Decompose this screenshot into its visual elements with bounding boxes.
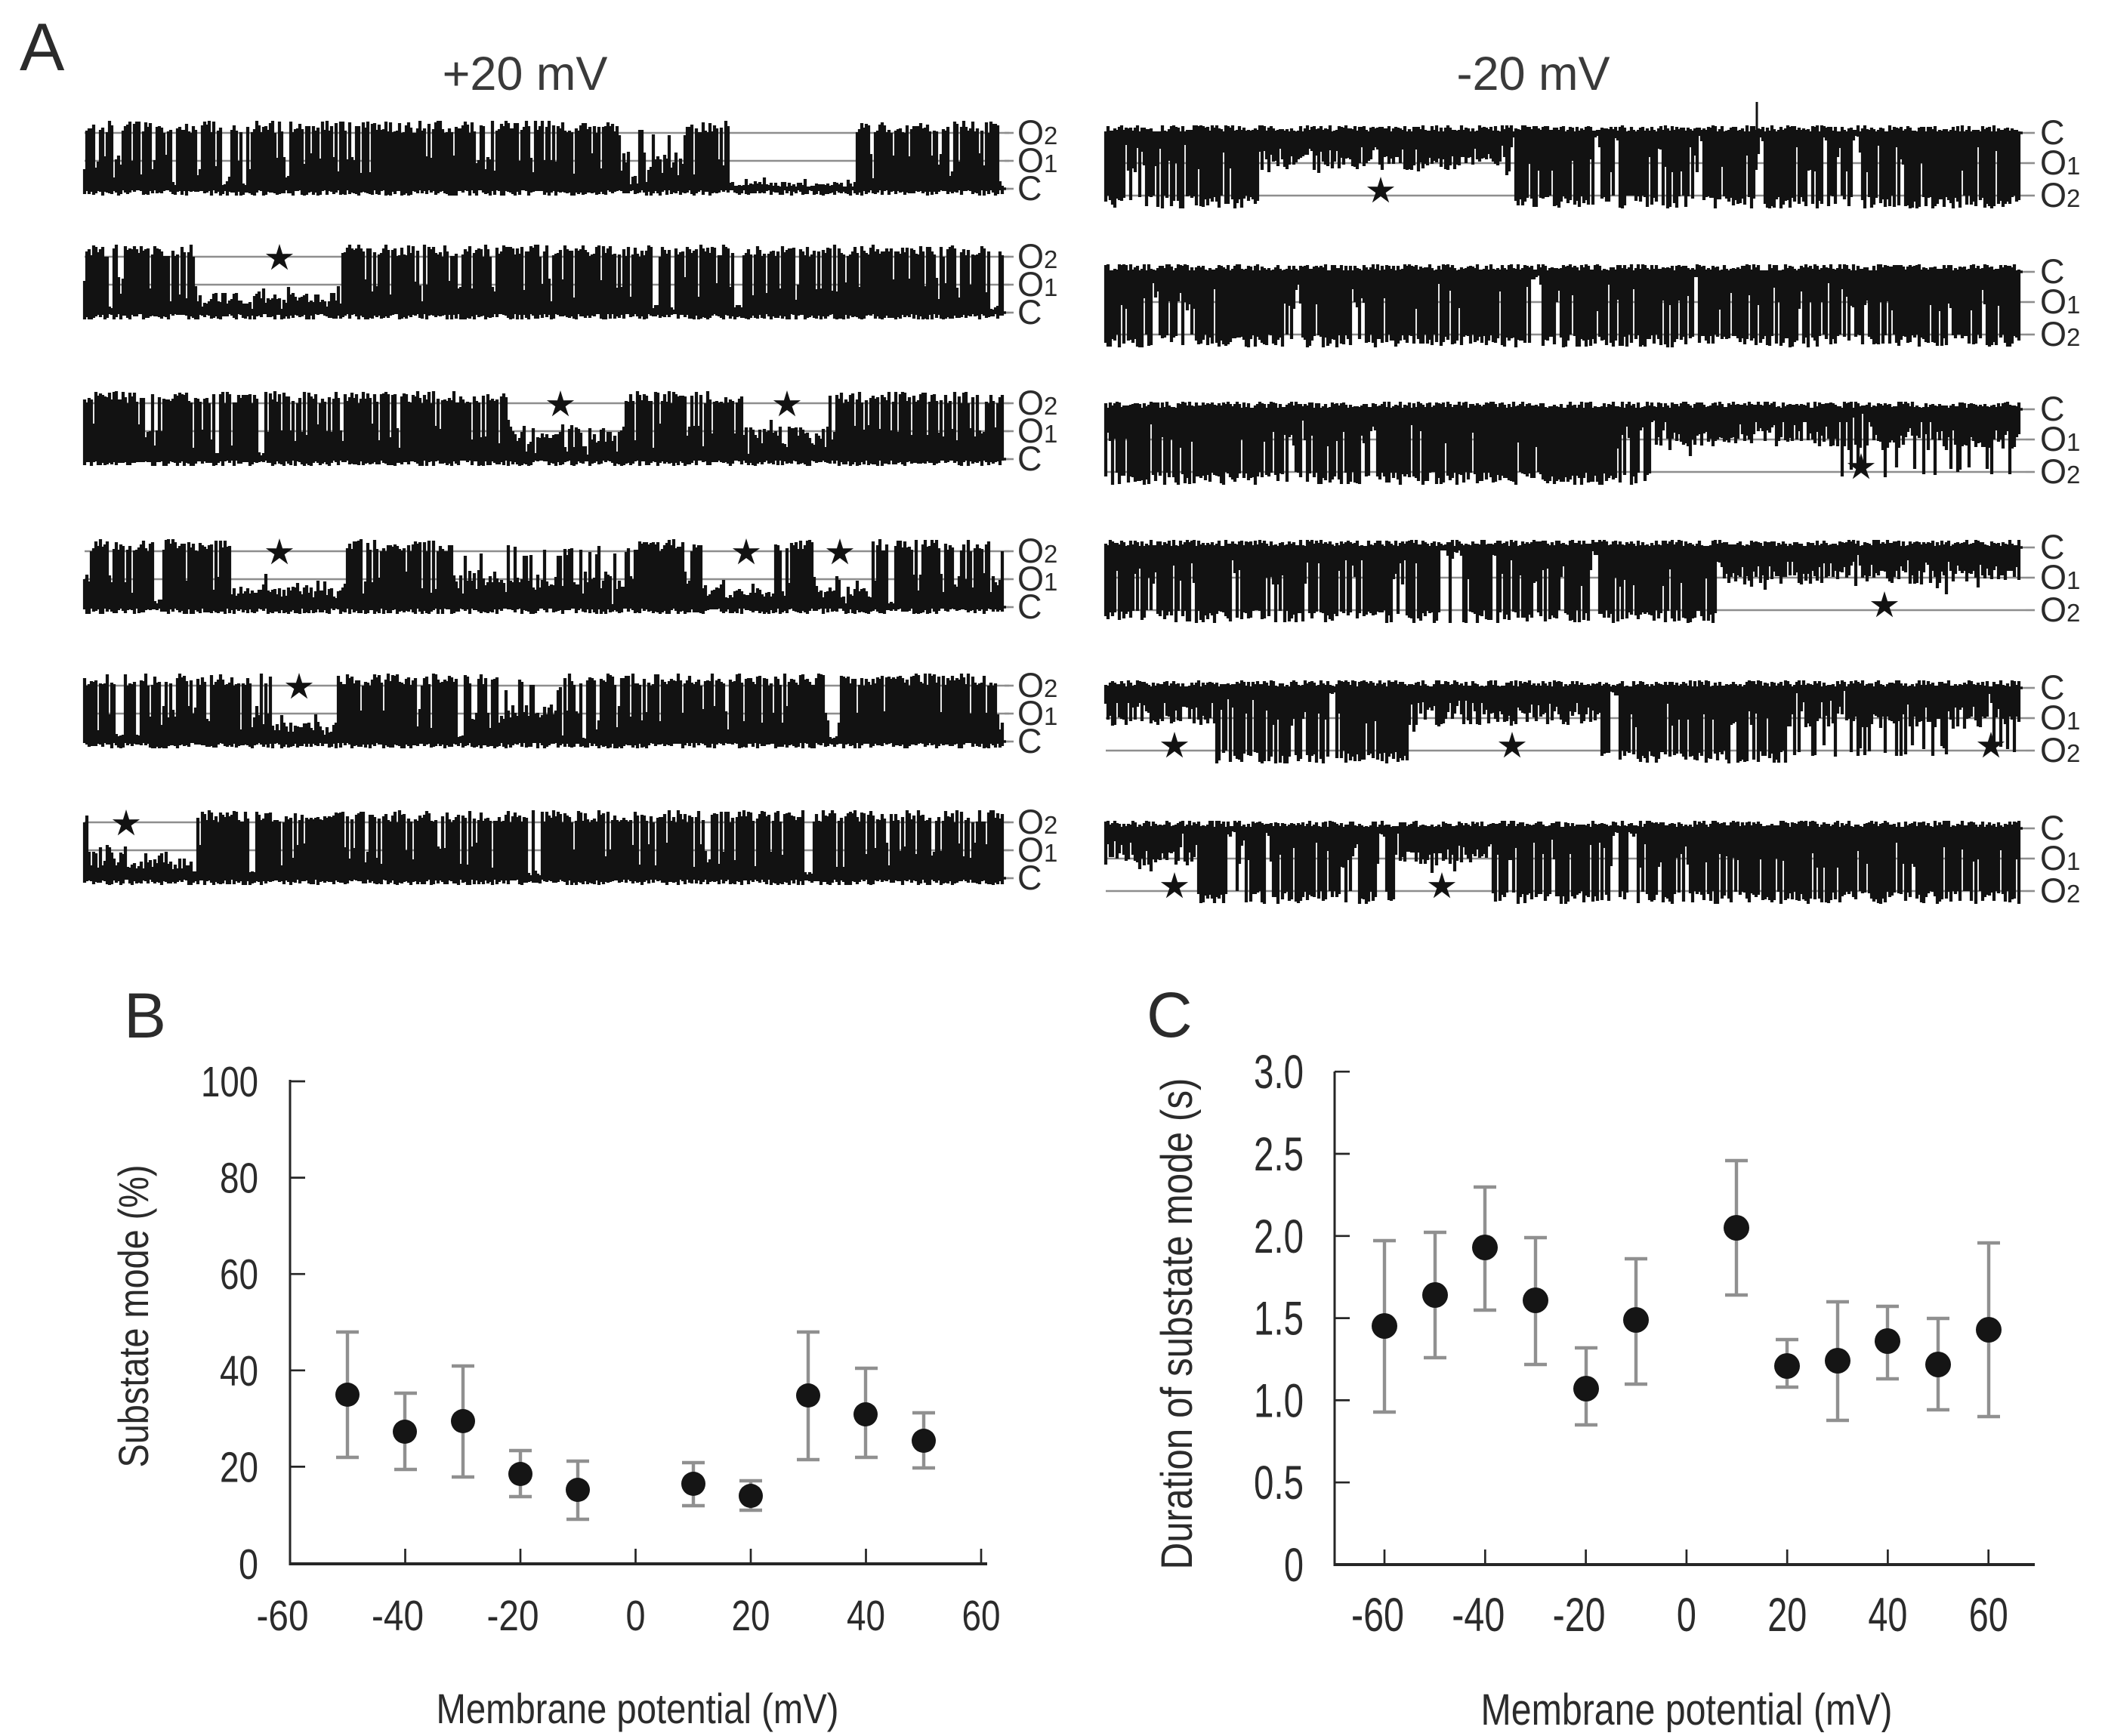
svg-text:C: C — [2040, 252, 2065, 291]
svg-text:-40: -40 — [1452, 1589, 1505, 1642]
svg-text:C: C — [1017, 169, 1042, 208]
svg-text:40: 40 — [847, 1592, 885, 1640]
svg-text:Duration of substate mode (s): Duration of substate mode (s) — [1153, 1078, 1202, 1570]
svg-text:20: 20 — [732, 1592, 770, 1640]
svg-text:C: C — [1017, 859, 1042, 897]
svg-text:O2: O2 — [1017, 666, 1057, 705]
svg-text:O1: O1 — [1017, 560, 1057, 598]
svg-text:Substate mode (%): Substate mode (%) — [110, 1165, 157, 1468]
svg-text:20: 20 — [220, 1443, 258, 1491]
svg-text:C: C — [2040, 390, 2065, 428]
svg-text:B: B — [124, 980, 166, 1051]
svg-text:20: 20 — [1767, 1589, 1807, 1642]
svg-text:-40: -40 — [372, 1592, 424, 1640]
svg-text:C: C — [1017, 722, 1042, 760]
svg-text:+20 mV: +20 mV — [443, 48, 608, 100]
svg-text:O2: O2 — [2040, 315, 2080, 353]
svg-text:O1: O1 — [2040, 143, 2080, 182]
svg-text:O2: O2 — [1017, 803, 1057, 841]
svg-text:0: 0 — [626, 1592, 646, 1640]
svg-text:40: 40 — [220, 1347, 258, 1395]
svg-text:O2: O2 — [2040, 731, 2080, 769]
svg-text:C: C — [2040, 668, 2065, 707]
svg-text:0: 0 — [239, 1540, 258, 1589]
svg-text:C: C — [1017, 587, 1042, 626]
svg-text:0.5: 0.5 — [1254, 1457, 1304, 1509]
svg-text:3.0: 3.0 — [1254, 1046, 1304, 1099]
svg-text:2.0: 2.0 — [1254, 1210, 1304, 1263]
svg-text:O1: O1 — [2040, 282, 2080, 321]
svg-text:C: C — [2040, 528, 2065, 566]
svg-text:1.0: 1.0 — [1254, 1374, 1304, 1427]
svg-text:40: 40 — [1868, 1589, 1907, 1642]
svg-text:C: C — [1017, 439, 1042, 478]
svg-text:C: C — [2040, 809, 2065, 847]
svg-text:2.5: 2.5 — [1254, 1128, 1304, 1181]
svg-text:Membrane potential (mV): Membrane potential (mV) — [1481, 1685, 1893, 1732]
svg-text:O1: O1 — [2040, 839, 2080, 877]
svg-text:C: C — [2040, 113, 2065, 152]
svg-text:60: 60 — [962, 1592, 1001, 1640]
svg-text:-20: -20 — [1553, 1589, 1606, 1642]
svg-text:-20 mV: -20 mV — [1456, 48, 1610, 100]
svg-text:80: 80 — [220, 1155, 258, 1203]
svg-text:60: 60 — [1969, 1589, 2008, 1642]
svg-text:-20: -20 — [487, 1592, 539, 1640]
svg-text:0: 0 — [1677, 1589, 1696, 1642]
svg-text:-60: -60 — [1351, 1589, 1404, 1642]
svg-text:60: 60 — [220, 1250, 258, 1299]
svg-text:C: C — [1147, 979, 1193, 1050]
svg-text:Membrane potential (mV): Membrane potential (mV) — [437, 1685, 839, 1732]
svg-text:A: A — [20, 9, 65, 85]
svg-text:0: 0 — [1284, 1539, 1304, 1592]
svg-text:1.5: 1.5 — [1254, 1293, 1304, 1346]
svg-text:O2: O2 — [2040, 590, 2080, 629]
svg-text:C: C — [1017, 293, 1042, 331]
svg-text:-60: -60 — [257, 1592, 309, 1640]
svg-text:100: 100 — [201, 1058, 258, 1106]
